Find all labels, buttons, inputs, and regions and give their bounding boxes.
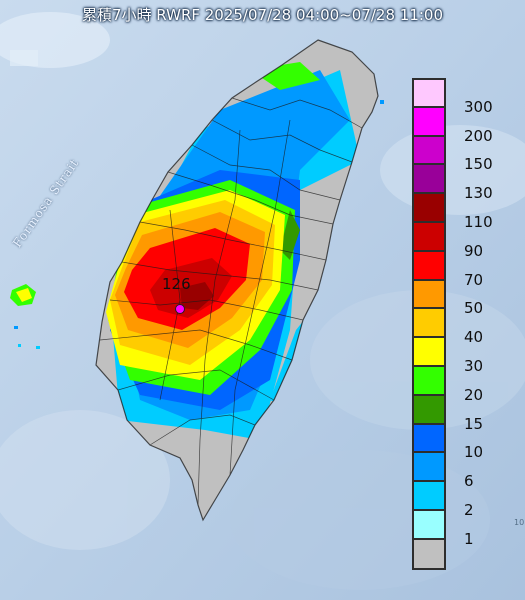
legend-label: 30 xyxy=(464,357,484,375)
legend-swatch xyxy=(412,481,446,510)
legend-label: 70 xyxy=(464,270,484,289)
legend-swatch xyxy=(412,250,446,280)
legend-label: 10 xyxy=(464,443,484,462)
legend-label: 50 xyxy=(464,299,484,318)
legend-label: 15 xyxy=(464,414,484,433)
rainfall-legend: 300 200 150 130 110 90 70 50 40 30 20 15 10 6 2 1 xyxy=(412,78,512,570)
legend-label: 150 xyxy=(464,155,493,174)
legend-label: 1 xyxy=(464,529,474,548)
legend-swatch xyxy=(412,222,446,251)
legend-swatch xyxy=(412,193,446,222)
legend-swatch xyxy=(412,78,446,107)
legend-label: 110 xyxy=(464,213,493,231)
legend-label: 40 xyxy=(464,328,484,347)
legend-swatch xyxy=(412,337,446,366)
legend-label: 2 xyxy=(464,501,474,519)
edge-fragment-label: 10 xyxy=(514,518,525,527)
map-title: 累積7小時 RWRF 2025/07/28 04:00~07/28 11:00 xyxy=(81,6,444,24)
max-rainfall-marker xyxy=(175,304,185,314)
legend-swatch xyxy=(412,308,446,338)
legend-swatch xyxy=(412,106,446,136)
offshore-islands-rain xyxy=(10,50,384,349)
legend-label: 6 xyxy=(464,472,474,491)
legend-swatch xyxy=(412,164,446,194)
max-rainfall-label: 126 xyxy=(162,275,191,293)
legend-label: 90 xyxy=(464,241,484,260)
legend-label: 130 xyxy=(464,184,493,203)
legend-label: 20 xyxy=(464,385,484,404)
legend-swatch xyxy=(412,135,446,165)
legend-swatch xyxy=(412,538,446,570)
legend-swatch xyxy=(412,423,446,453)
island-rain-field xyxy=(95,39,379,522)
legend-label: 200 xyxy=(464,126,493,145)
legend-label: 300 xyxy=(464,97,493,116)
legend-swatch xyxy=(412,394,446,424)
legend-swatch xyxy=(412,510,446,539)
legend-swatch xyxy=(412,366,446,395)
legend-swatch xyxy=(412,279,446,309)
legend-swatch xyxy=(412,452,446,482)
